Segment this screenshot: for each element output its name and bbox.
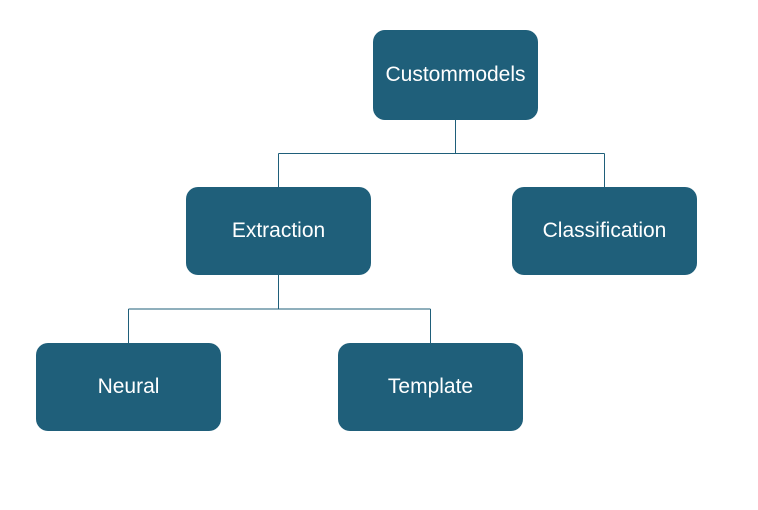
node-label: Classification xyxy=(543,218,667,244)
node-label: Neural xyxy=(98,374,160,400)
node-extraction: Extraction xyxy=(186,187,371,275)
node-label: Custom xyxy=(385,62,457,88)
node-label: Template xyxy=(388,374,473,400)
node-template: Template xyxy=(338,343,523,431)
node-custom-models: Custommodels xyxy=(373,30,538,120)
node-label: Extraction xyxy=(232,218,325,244)
node-classification: Classification xyxy=(512,187,697,275)
node-neural: Neural xyxy=(36,343,221,431)
node-label: models xyxy=(458,62,526,88)
